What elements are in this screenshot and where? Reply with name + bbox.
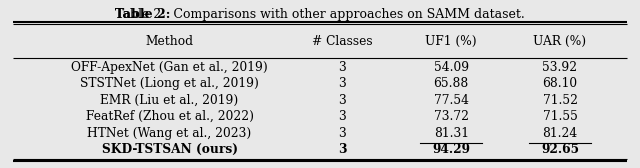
Text: 54.09: 54.09 [434,61,468,74]
Text: FeatRef (Zhou et al., 2022): FeatRef (Zhou et al., 2022) [86,110,253,123]
Text: 53.92: 53.92 [543,61,577,74]
Text: 71.55: 71.55 [543,110,577,123]
Text: SKD-TSTSAN (ours): SKD-TSTSAN (ours) [102,143,237,156]
Text: 94.29: 94.29 [432,143,470,156]
Text: 3: 3 [339,110,346,123]
Text: Method: Method [146,35,194,48]
Text: 3: 3 [339,127,346,140]
Text: 68.10: 68.10 [543,77,577,90]
Text: HTNet (Wang et al., 2023): HTNet (Wang et al., 2023) [88,127,252,140]
Text: UAR (%): UAR (%) [533,35,587,48]
Text: Table 2:: Table 2: [115,8,170,20]
Text: 92.65: 92.65 [541,143,579,156]
Text: 81.31: 81.31 [434,127,468,140]
Text: 71.52: 71.52 [543,94,577,107]
Text: Table 2:  Comparisons with other approaches on SAMM dataset.: Table 2: Comparisons with other approach… [115,8,525,20]
Text: 3: 3 [339,61,346,74]
Text: 3: 3 [338,143,347,156]
Text: Table 2:  Comparisons with other approaches on SAMM dataset.: Table 2: Comparisons with other approach… [115,8,525,20]
Text: 73.72: 73.72 [434,110,468,123]
Text: 3: 3 [339,94,346,107]
Text: UF1 (%): UF1 (%) [426,35,477,48]
Text: 81.24: 81.24 [542,127,578,140]
Text: EMR (Liu et al., 2019): EMR (Liu et al., 2019) [100,94,239,107]
Text: 3: 3 [339,77,346,90]
Text: STSTNet (Liong et al., 2019): STSTNet (Liong et al., 2019) [80,77,259,90]
Text: 77.54: 77.54 [434,94,468,107]
Text: # Classes: # Classes [312,35,372,48]
Text: OFF-ApexNet (Gan et al., 2019): OFF-ApexNet (Gan et al., 2019) [71,61,268,74]
Text: 65.88: 65.88 [433,77,469,90]
